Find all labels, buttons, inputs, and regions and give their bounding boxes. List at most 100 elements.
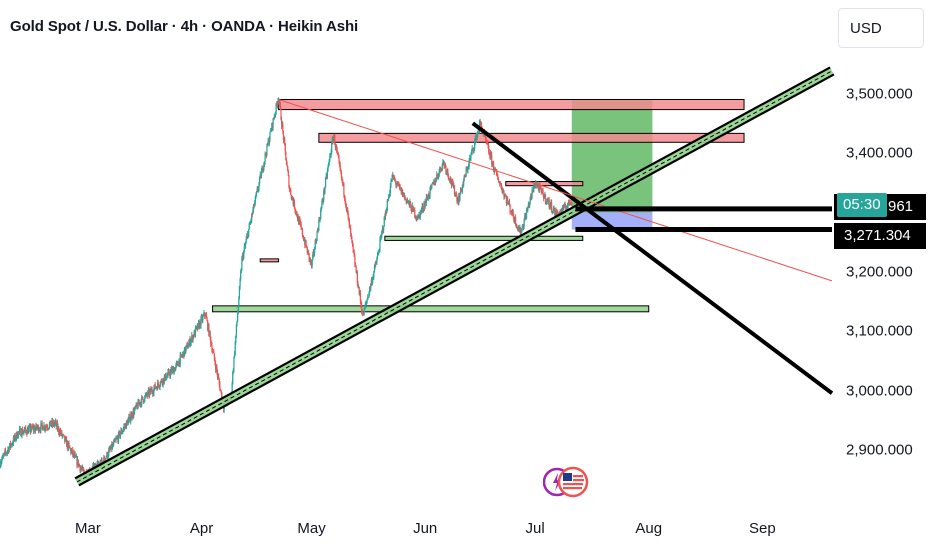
- currency-button[interactable]: USD: [838, 8, 924, 48]
- candle-body: [453, 185, 456, 195]
- candle-body: [155, 387, 157, 389]
- candle-body: [529, 197, 531, 203]
- candle-body: [379, 237, 382, 240]
- candle-body: [80, 468, 82, 471]
- candle-body: [154, 384, 156, 389]
- candle-body: [180, 354, 182, 356]
- candle-body: [271, 123, 274, 128]
- candle-body: [153, 384, 156, 389]
- candle-body: [335, 145, 337, 148]
- candle-body: [404, 195, 406, 198]
- candle-body: [331, 142, 333, 153]
- candle-body: [297, 216, 299, 220]
- candle-body: [561, 210, 563, 213]
- candle-body: [130, 418, 132, 422]
- candle-body: [196, 326, 198, 330]
- candle-body: [240, 269, 242, 273]
- candle-body: [37, 425, 40, 432]
- candle-body: [489, 154, 491, 158]
- candle-body: [264, 154, 266, 162]
- candle-body: [392, 174, 394, 179]
- candle-body: [420, 209, 423, 213]
- candle-body: [298, 219, 300, 225]
- candle-body: [199, 321, 201, 328]
- candle-body: [463, 175, 465, 181]
- candle-body: [384, 216, 386, 218]
- candle-body: [204, 312, 206, 316]
- candle-body: [383, 226, 385, 231]
- candle-body: [435, 179, 437, 183]
- candle-body: [235, 335, 237, 343]
- candle-body: [562, 206, 564, 210]
- candle-body: [253, 204, 255, 207]
- candle-body: [550, 202, 552, 207]
- candle-body: [559, 210, 561, 214]
- candle-body: [480, 122, 482, 123]
- candle-body: [263, 161, 266, 164]
- candle-body: [522, 226, 525, 229]
- candle-body: [1, 455, 4, 459]
- candle-body: [298, 216, 300, 225]
- candle-body: [438, 171, 440, 176]
- candle-body: [342, 179, 344, 185]
- candle-body: [135, 403, 137, 408]
- candle-body: [233, 354, 236, 357]
- candle-body: [405, 198, 407, 203]
- candle-body: [295, 210, 297, 213]
- candle-body: [193, 335, 195, 337]
- candle-body: [237, 313, 239, 321]
- candle-body: [440, 168, 442, 171]
- candle-body: [465, 169, 467, 177]
- candle-body: [569, 202, 572, 205]
- candle-body: [189, 339, 191, 346]
- candle-body: [73, 454, 76, 457]
- candle-body: [290, 195, 292, 199]
- candle-body: [466, 169, 468, 171]
- candle-body: [378, 250, 380, 253]
- candle-body: [34, 428, 37, 432]
- candle-body: [70, 450, 73, 454]
- candle-body: [502, 190, 504, 192]
- candle-body: [508, 202, 510, 203]
- candle-body: [416, 218, 418, 220]
- candle-body: [135, 406, 137, 408]
- candle-body: [67, 442, 69, 449]
- candle-body: [389, 193, 391, 197]
- candle-body: [143, 401, 145, 403]
- candle-body: [146, 395, 148, 397]
- candle-body: [419, 214, 421, 218]
- candle-body: [15, 437, 17, 440]
- candle-body: [76, 459, 79, 466]
- candle-body: [357, 287, 360, 288]
- candle-body: [337, 151, 339, 156]
- candle-body: [189, 342, 192, 346]
- candle-body: [30, 430, 32, 432]
- candle-body: [172, 367, 174, 369]
- candle-body: [171, 368, 173, 373]
- candle-body: [202, 316, 204, 321]
- candle-body: [274, 114, 276, 118]
- candle-body: [83, 469, 85, 472]
- candle-body: [233, 356, 235, 370]
- candle-body: [425, 201, 427, 203]
- candle-body: [493, 169, 495, 172]
- candle-body: [446, 169, 448, 172]
- y-tick-label: 3,400.000: [846, 144, 913, 162]
- candle-body: [563, 204, 565, 210]
- candle-body: [184, 347, 186, 353]
- candle-body: [166, 375, 168, 380]
- candle-body: [25, 427, 27, 431]
- candle-body: [447, 174, 449, 179]
- candle-body: [373, 266, 376, 272]
- tradingview-us-flag-logo-icon[interactable]: [543, 464, 589, 500]
- candle-body: [43, 425, 45, 430]
- candle-body: [452, 180, 454, 184]
- candle-body: [319, 218, 321, 221]
- candle-body: [467, 166, 470, 168]
- candle-body: [61, 431, 63, 436]
- candle-body: [299, 222, 302, 225]
- candle-body: [289, 189, 291, 191]
- candle-body: [461, 189, 463, 191]
- candle-body: [270, 130, 272, 132]
